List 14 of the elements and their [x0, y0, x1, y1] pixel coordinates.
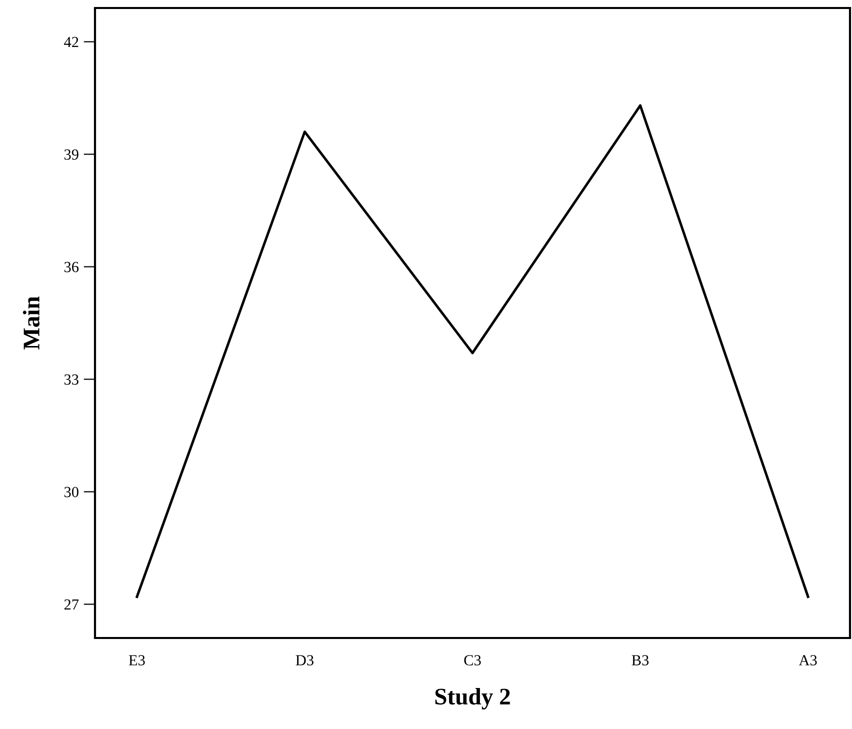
- x-tick-label: E3: [128, 655, 145, 666]
- x-tick-label: B3: [632, 655, 649, 666]
- x-tick-label: D3: [296, 655, 314, 666]
- y-tick-label: 33: [64, 374, 78, 385]
- y-tick-label: 42: [64, 36, 78, 48]
- y-axis-title: Main: [22, 296, 40, 350]
- x-axis-title: Study 2: [435, 688, 510, 710]
- y-tick-label: 27: [64, 599, 79, 610]
- line-series: [136, 104, 810, 598]
- y-tick-label: 30: [64, 486, 78, 498]
- x-tick-label: C3: [464, 655, 481, 666]
- y-tick-label: 39: [64, 149, 78, 160]
- x-tick-label: A3: [798, 655, 817, 666]
- y-tick-label: 36: [64, 262, 79, 272]
